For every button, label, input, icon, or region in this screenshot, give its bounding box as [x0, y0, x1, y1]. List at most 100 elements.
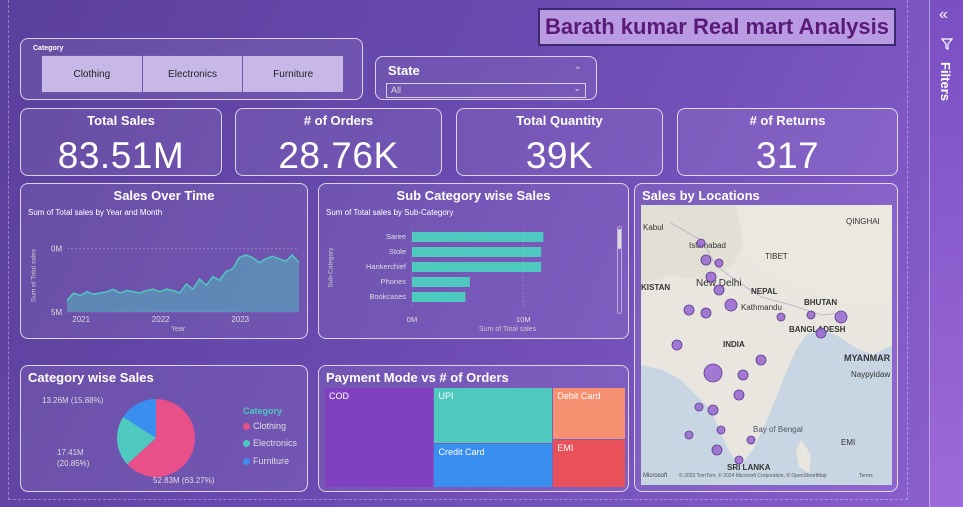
legend-title: Category [243, 406, 283, 416]
map-label-bhutan: BHUTAN [804, 298, 838, 307]
bar-saree [412, 232, 544, 242]
payment-mode-treemap[interactable]: COD UPI Credit Card Debit Card EMI [325, 388, 626, 488]
map-attribution: © 2023 TomTom, © 2024 Microsoft Corporat… [679, 473, 827, 479]
map-terms-link[interactable]: Terms [859, 473, 873, 479]
pie-slice-electronics [117, 416, 156, 465]
map-bubble [724, 298, 738, 312]
category-slicer-label: Category [33, 45, 64, 52]
pie-slice-furniture [123, 399, 156, 438]
map-bubble [815, 327, 827, 339]
filters-pane[interactable]: « Filters [929, 0, 963, 507]
y-tick-label: 0M [51, 245, 62, 254]
category-option-furniture[interactable]: Furniture [243, 56, 344, 92]
location-map[interactable]: Kabul Islamabad KISTAN New Delhi NEPAL K… [641, 205, 892, 485]
chart-title: Sales Over Time [113, 188, 215, 203]
map-label-emi: EMI [841, 438, 856, 447]
area-fill [67, 255, 299, 312]
treemap-tile-credit-card[interactable]: Credit Card [434, 444, 553, 487]
kpi-orders[interactable]: # of Orders 28.76K [235, 108, 442, 176]
bar-category-label: Stole [389, 247, 406, 256]
state-slicer: State ⌄ All ⌄ [375, 56, 597, 100]
map-label-sri-lanka: SRI LANKA [727, 463, 771, 472]
category-slicer: Category Clothing Electronics Furniture [20, 38, 363, 100]
bar-hankerchief [412, 262, 542, 272]
treemap-tile-debit-card[interactable]: Debit Card [553, 388, 625, 440]
kpi-label: Total Quantity [516, 113, 603, 128]
category-pie-chart[interactable] [21, 366, 309, 493]
kpi-total-sales[interactable]: Total Sales 83.51M [20, 108, 222, 176]
kpi-value: 83.51M [57, 135, 185, 176]
filter-funnel-icon [941, 38, 953, 50]
chart-subtitle: Sum of Total sales by Year and Month [28, 208, 163, 217]
chart-title: Category wise Sales [28, 370, 154, 385]
chart-title: Sub Category wise Sales [396, 188, 551, 203]
map-label-kabul: Kabul [643, 223, 664, 232]
legend-item-furniture[interactable]: Furniture [243, 456, 289, 466]
state-dropdown-value: All [391, 85, 402, 95]
category-option-electronics[interactable]: Electronics [142, 56, 244, 92]
y-tick-label: 5M [51, 308, 62, 317]
map-bubble [737, 369, 749, 381]
kpi-label: Total Sales [87, 113, 155, 128]
x-axis-label: Year [171, 326, 186, 333]
bar-phones [412, 277, 470, 287]
kpi-returns[interactable]: # of Returns 317 [677, 108, 898, 176]
map-brand: Microsoft [643, 473, 668, 479]
kpi-total-quantity[interactable]: Total Quantity 39K [456, 108, 663, 176]
pie-label-clothing: 52.83M (63.27%) [153, 476, 215, 485]
category-wise-card[interactable]: Category wise Sales 13.26M (15.88%) 17.4… [20, 365, 308, 492]
category-option-clothing[interactable]: Clothing [42, 56, 143, 92]
map-bubble [700, 307, 712, 319]
treemap-tile-upi[interactable]: UPI [434, 388, 553, 443]
map-label-islamabad: Islamabad [689, 241, 726, 250]
map-bubble [716, 425, 726, 435]
map-bubble [734, 455, 744, 465]
map-bubbles[interactable] [641, 205, 892, 485]
chart-title: Sales by Locations [642, 188, 760, 203]
map-label-bay-of-bengal: Bay of Bengal [753, 425, 803, 434]
map-label-naypyidaw: Naypyidaw [851, 370, 891, 379]
scrollbar[interactable] [617, 226, 622, 314]
kpi-label: # of Returns [749, 113, 826, 128]
map-bubble [683, 304, 695, 316]
map-label-nepal: NEPAL [751, 287, 778, 296]
report-canvas-border [8, 0, 908, 500]
collapse-icon[interactable]: « [939, 6, 948, 23]
x-axis-label: Sum of Total sales [479, 326, 537, 333]
chevron-down-icon[interactable]: ⌄ [573, 61, 582, 72]
map-bubble [700, 254, 712, 266]
payment-mode-card[interactable]: Payment Mode vs # of Orders COD UPI Credit… [318, 365, 629, 492]
map-bubble [733, 389, 745, 401]
report-title: Barath kumar Real mart Analysis [538, 8, 896, 46]
subcategory-bar-chart[interactable]: Saree Stole Hankerchief Phones Bookcases 0M 10… [319, 184, 630, 340]
map-bubble [671, 339, 683, 351]
bar-stole [412, 247, 542, 257]
map-label-tibet: TIBET [765, 252, 788, 261]
map-bubble [696, 238, 706, 248]
category-slicer-buttons: Clothing Electronics Furniture [41, 55, 344, 93]
kpi-label: # of Orders [303, 113, 374, 128]
treemap-tile-emi[interactable]: EMI [553, 440, 625, 487]
legend-item-electronics[interactable]: Electronics [243, 438, 297, 448]
map-label-qinghai: QINGHAI [846, 217, 880, 226]
map-bubble [834, 310, 848, 324]
x-tick-label: 0M [407, 315, 417, 324]
map-bubble [713, 284, 725, 296]
legend-item-clothing[interactable]: Clothing [243, 421, 286, 431]
subcategory-sales-card[interactable]: Sub Category wise Sales Sum of Total sal… [318, 183, 629, 339]
state-dropdown[interactable]: All ⌄ [386, 83, 586, 98]
map-label-myanmar: MYANMAR [844, 353, 891, 363]
treemap-tile-cod[interactable]: COD [325, 388, 434, 487]
bar-category-label: Bookcases [369, 292, 406, 301]
y-axis-label: Sum of Total sales [30, 249, 38, 302]
map-label-kathmandu: Kathmandu [741, 303, 782, 312]
map-bubble [746, 435, 756, 445]
x-tick-label: 10M [516, 315, 531, 324]
sales-over-time-card[interactable]: Sales Over Time Sum of Total sales by Ye… [20, 183, 308, 339]
bar-bookcases [412, 292, 466, 302]
bar-category-label: Hankerchief [366, 262, 407, 271]
sales-over-time-chart[interactable]: Sum of Total sales 5M 0M 2021 2022 2023 [21, 184, 309, 340]
chart-subtitle: Sum of Total sales by Sub-Category [326, 208, 454, 217]
map-bubble [755, 354, 767, 366]
filters-label: Filters [938, 62, 953, 102]
